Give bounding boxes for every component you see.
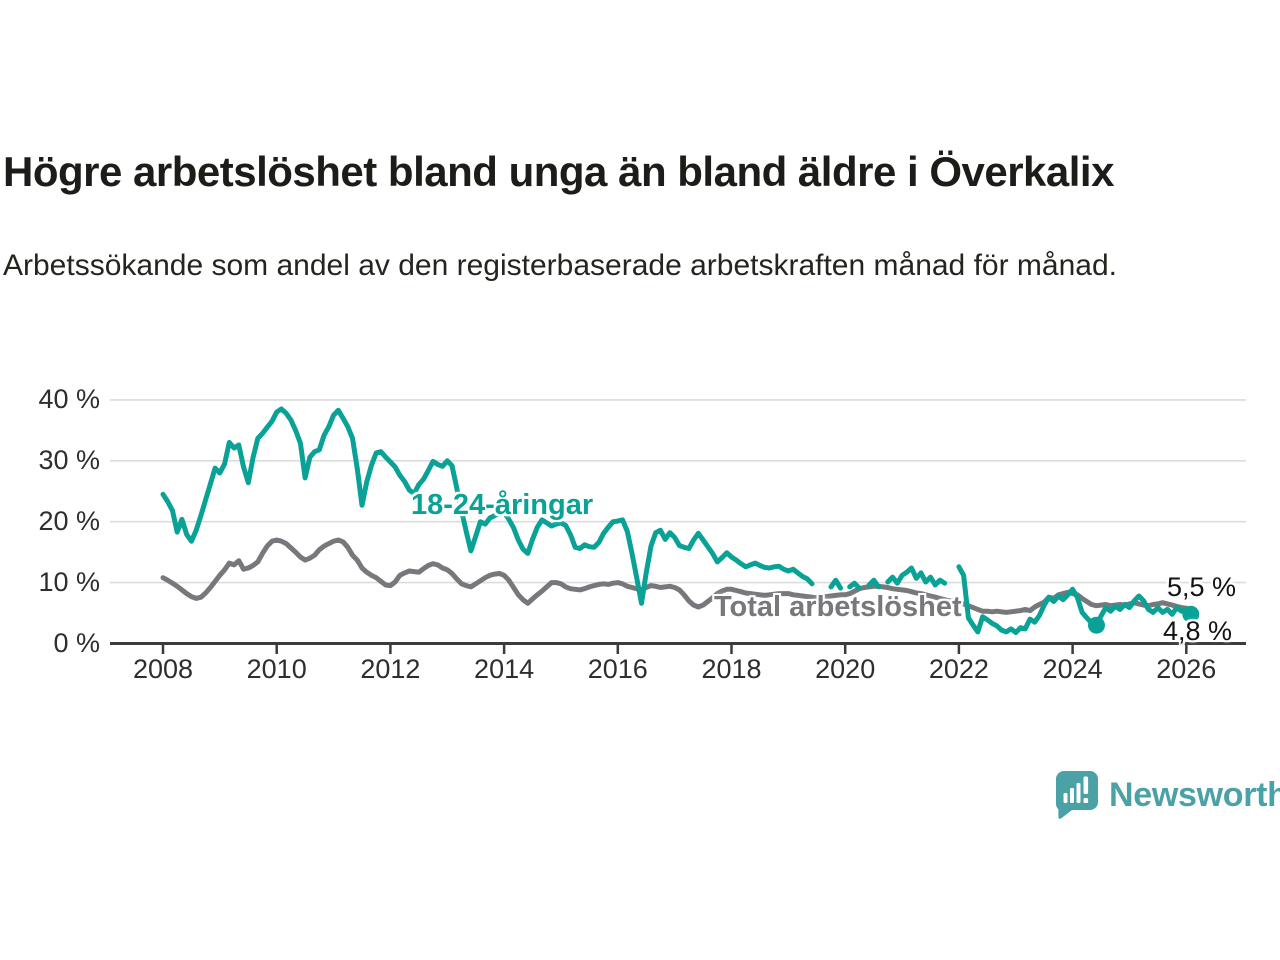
newsworthy-logo-icon <box>1056 771 1098 819</box>
newsworthy-logo-text: Newsworthy <box>1109 775 1280 814</box>
data-line <box>847 580 862 591</box>
series-label-18-24-aringar: 18-24-åringar <box>411 489 594 521</box>
x-tick-label: 2024 <box>1042 654 1103 684</box>
x-tick-label: 2018 <box>701 654 762 684</box>
data-point-marker <box>1088 616 1105 634</box>
data-line <box>828 577 843 591</box>
data-point-marker <box>1182 605 1200 623</box>
x-tick-label: 2010 <box>246 654 307 684</box>
newsworthy-logo: Newsworthy <box>1056 771 1280 819</box>
chart-subtitle: Arbetssökande som andel av den registerb… <box>3 249 1117 282</box>
data-line <box>160 406 815 606</box>
y-tick-label: 30 % <box>38 444 100 475</box>
data-line <box>866 577 882 590</box>
x-tick-label: 2016 <box>587 654 648 684</box>
x-tick-label: 2020 <box>815 654 876 684</box>
data-line <box>956 564 1194 635</box>
x-tick-label: 2008 <box>132 654 194 684</box>
y-tick-label: 0 % <box>53 627 100 658</box>
data-line <box>885 565 948 588</box>
x-tick-label: 2026 <box>1156 654 1217 684</box>
chart-title: Högre arbetslöshet bland unga än bland ä… <box>3 148 1114 195</box>
series-label-total-arbetsloshet: Total arbetslöshet <box>714 591 962 623</box>
data-line <box>160 537 1194 615</box>
x-tick-label: 2012 <box>360 654 421 684</box>
y-tick-label: 20 % <box>38 505 100 536</box>
x-tick-label: 2022 <box>928 654 989 684</box>
y-tick-label: 10 % <box>38 566 100 597</box>
end-value-label-total: 5,5 % <box>1167 572 1237 602</box>
y-tick-label: 40 % <box>38 383 100 414</box>
x-tick-label: 2014 <box>474 654 535 684</box>
end-value-label-youth: 4,8 % <box>1163 616 1233 646</box>
